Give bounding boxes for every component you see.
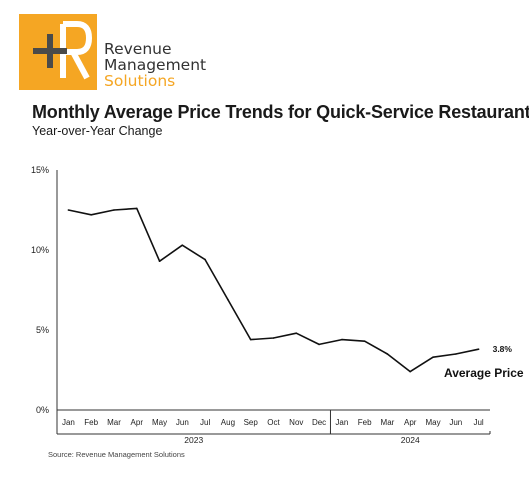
data-point: [409, 370, 412, 373]
x-tick-label: Jun: [176, 418, 189, 427]
data-point: [432, 356, 434, 359]
x-tick-label: May: [152, 418, 167, 427]
y-tick-label: 10%: [31, 245, 49, 255]
y-tick-label: 0%: [36, 405, 49, 415]
data-point: [67, 209, 70, 211]
data-point: [113, 209, 115, 211]
x-tick-label: Jun: [449, 418, 462, 427]
logo-wordmark: Revenue Management Solutions: [104, 41, 206, 89]
x-tick-label: Jan: [62, 418, 75, 427]
data-point: [455, 353, 457, 355]
data-point: [158, 260, 161, 263]
x-tick-label: Dec: [312, 418, 326, 427]
y-tick-label: 15%: [31, 165, 49, 175]
x-tick-label: Jul: [473, 418, 483, 427]
x-tick-label: Mar: [107, 418, 121, 427]
data-point: [386, 353, 389, 355]
data-point: [295, 332, 298, 335]
data-point: [318, 343, 320, 346]
chart-subtitle: Year-over-Year Change: [32, 124, 163, 138]
x-tick-label: Oct: [267, 418, 280, 427]
x-tick-label: Apr: [404, 418, 417, 427]
year-label: 2024: [401, 435, 420, 445]
x-tick-label: May: [425, 418, 440, 427]
data-point: [181, 244, 184, 246]
logo-line-1: Revenue: [104, 40, 172, 58]
data-point: [90, 214, 92, 216]
x-tick-label: Jul: [200, 418, 210, 427]
chart-title: Monthly Average Price Trends for Quick-S…: [32, 102, 529, 122]
data-point: [363, 340, 366, 343]
data-point: [341, 338, 343, 341]
series-name-label: Average Price: [444, 366, 524, 380]
r-plus-logo-icon: [33, 21, 93, 80]
logo-mark: [19, 14, 97, 90]
x-tick-label: Feb: [358, 418, 372, 427]
series-line: [68, 207, 479, 373]
logo-line-3: Solutions: [104, 72, 176, 90]
end-value-label: 3.8%: [493, 344, 513, 354]
logo-line-2: Management: [104, 56, 207, 74]
source-note: Source: Revenue Management Solutions: [48, 450, 185, 459]
data-point: [272, 337, 275, 339]
x-tick-label: Sep: [244, 418, 259, 427]
data-point: [477, 348, 480, 351]
x-tick-label: Mar: [381, 418, 395, 427]
y-tick-label: 5%: [36, 325, 49, 335]
x-tick-label: Apr: [131, 418, 144, 427]
x-tick-label: Jan: [335, 418, 348, 427]
x-tick-label: Feb: [84, 418, 98, 427]
data-point: [227, 298, 229, 301]
x-tick-label: Aug: [221, 418, 235, 427]
data-point: [204, 258, 206, 261]
x-tick-label: Nov: [289, 418, 303, 427]
data-point: [249, 338, 252, 341]
data-point: [135, 207, 138, 210]
year-label: 2023: [184, 435, 203, 445]
